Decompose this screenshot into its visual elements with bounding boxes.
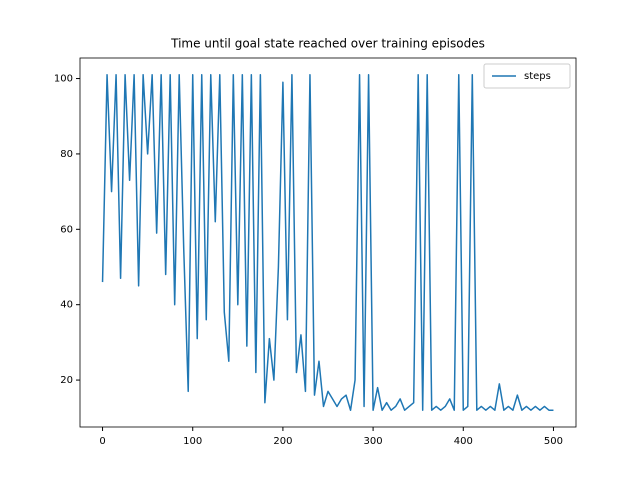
line-series (101, 74, 554, 411)
y-tick-label: 100 (54, 74, 73, 85)
y-tick-label: 80 (60, 149, 73, 160)
plot-frame (79, 57, 577, 428)
x-tick-label: 0 (99, 436, 105, 447)
y-tick-label: 20 (60, 375, 73, 386)
x-tick-label: 300 (364, 436, 383, 447)
x-tick-label: 500 (544, 436, 563, 447)
chart-title: Time until goal state reached over train… (170, 37, 485, 51)
legend-box (483, 63, 571, 89)
y-tick-label: 40 (60, 300, 73, 311)
x-tick-label: 200 (273, 436, 292, 447)
legend-label: steps (524, 71, 551, 82)
x-tick-label: 100 (183, 436, 202, 447)
y-tick-label: 60 (60, 224, 73, 235)
x-tick-label: 400 (454, 436, 473, 447)
